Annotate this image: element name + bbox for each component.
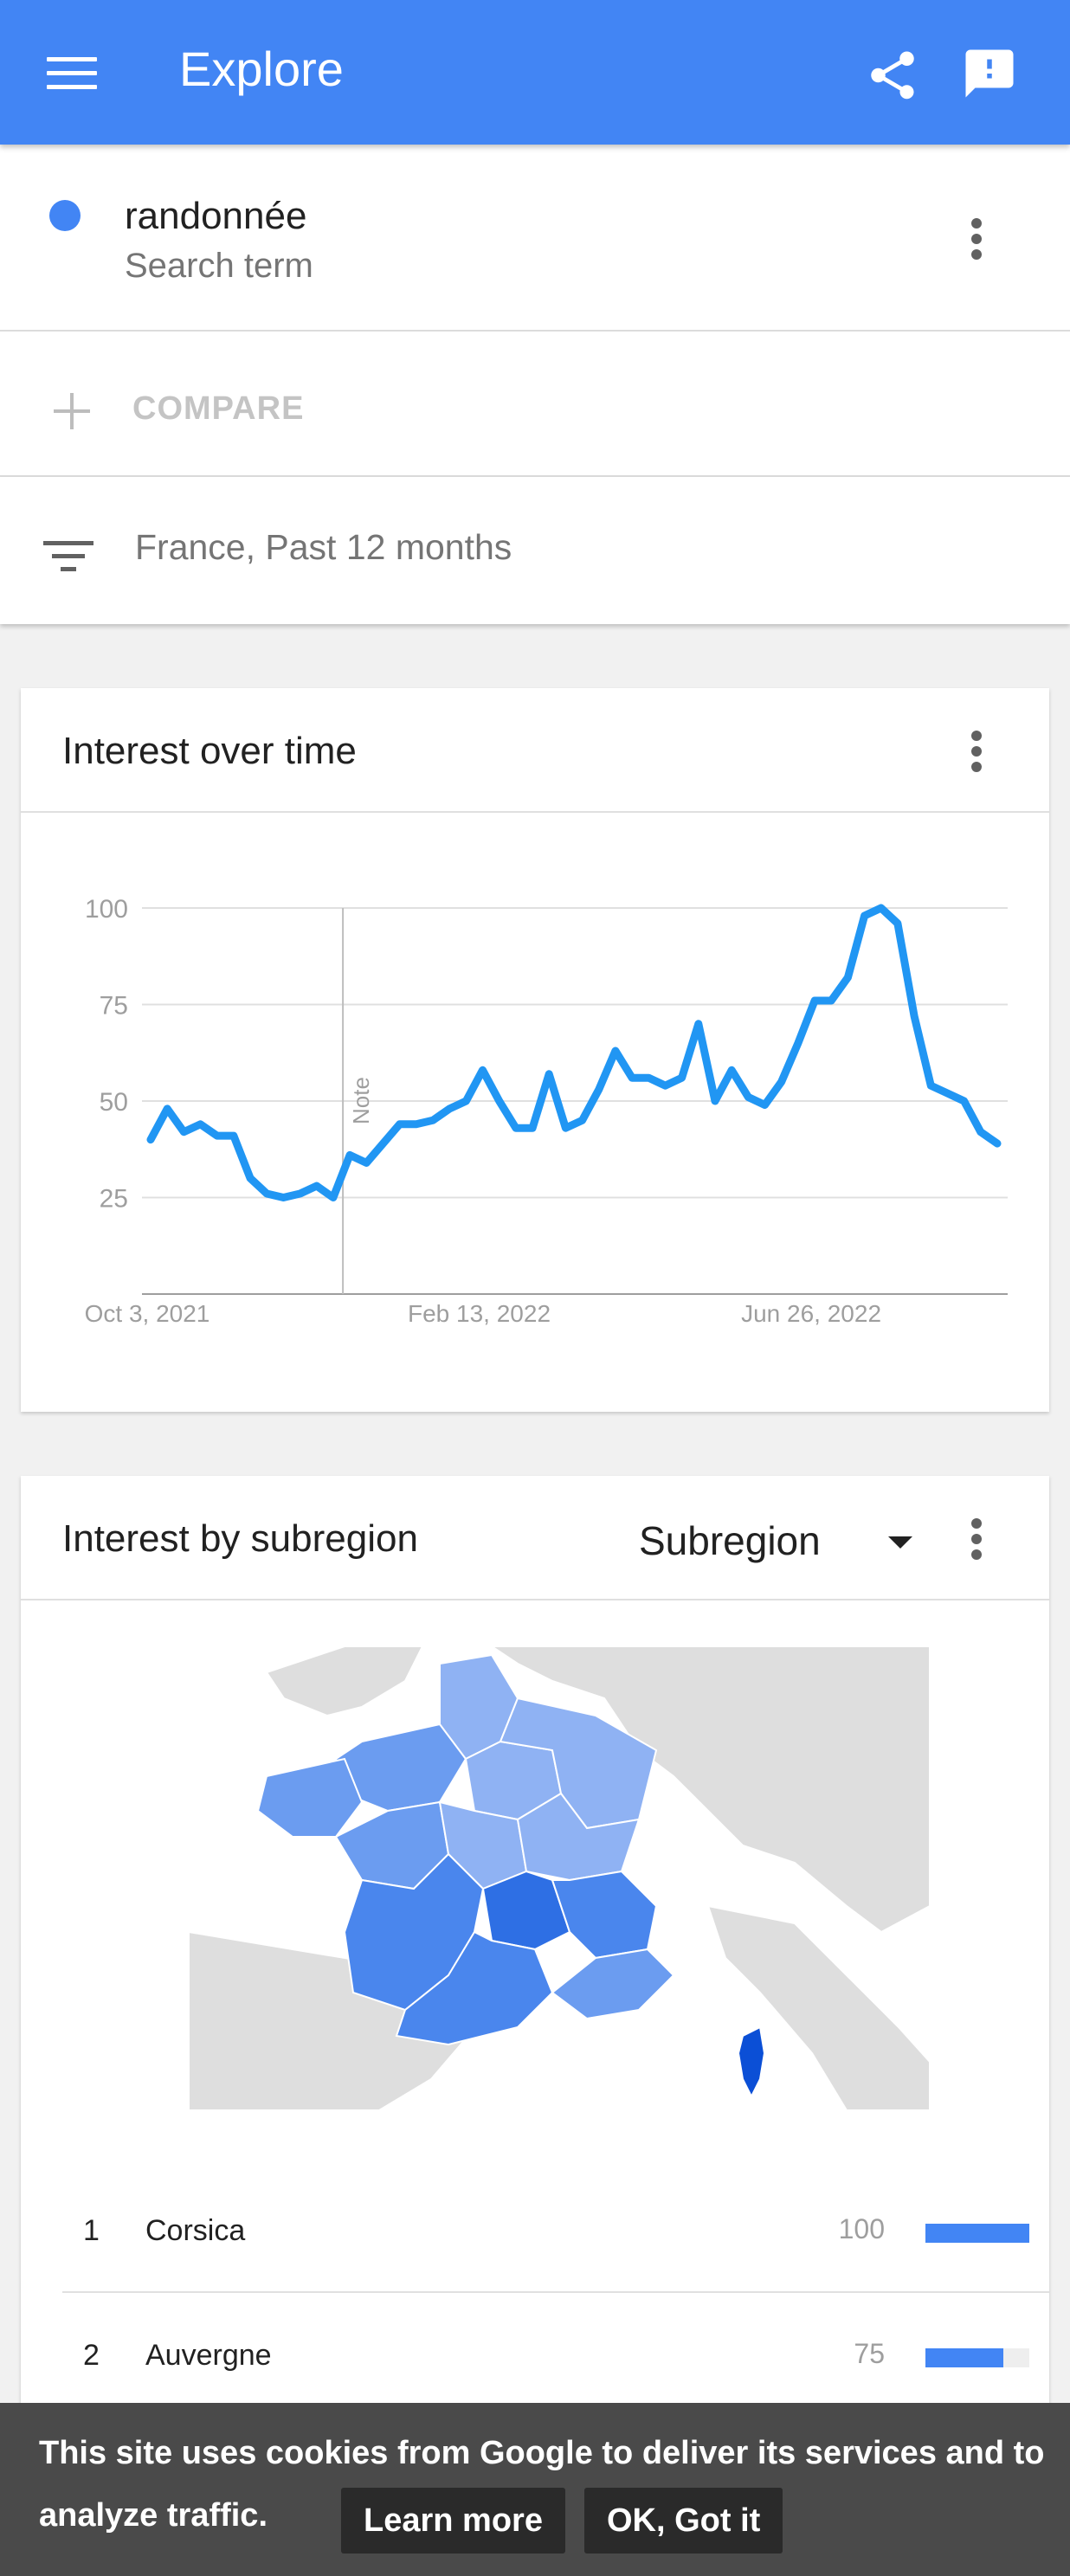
region-burgundy[interactable] <box>516 1792 641 1882</box>
y-tick-label: 100 <box>85 895 128 924</box>
ok-got-it-button[interactable]: OK, Got it <box>584 2488 783 2553</box>
region-name: Corsica <box>145 2214 246 2247</box>
search-term-type: Search term <box>125 247 313 285</box>
filter-bar[interactable]: France, Past 12 months <box>0 477 1070 624</box>
region-rhone-alpes[interactable] <box>551 1870 658 1960</box>
filter-icon <box>43 534 93 572</box>
compare-button[interactable]: COMPARE <box>0 332 1070 477</box>
search-term-panel: randonnée Search term <box>0 145 1070 332</box>
learn-more-button[interactable]: Learn more <box>341 2488 565 2553</box>
share-icon[interactable] <box>864 45 921 106</box>
list-item[interactable]: 2 Auvergne 75 <box>62 2293 1049 2418</box>
y-tick-label: 25 <box>100 1185 128 1214</box>
map-svg <box>189 1646 930 2110</box>
region-corsica[interactable] <box>737 2025 766 2099</box>
interest-by-subregion-card: Interest by subregion Subregion <box>21 1476 1049 2576</box>
note-label: Note <box>348 1077 374 1124</box>
value-bar <box>925 2348 1029 2367</box>
page-title: Explore <box>179 42 344 96</box>
rank: 2 <box>83 2339 100 2372</box>
x-tick-label: Oct 3, 2021 <box>85 1300 210 1327</box>
compare-label: COMPARE <box>132 390 305 427</box>
cookie-banner: This site uses cookies from Google to de… <box>0 2403 1070 2576</box>
region-value: 100 <box>838 2213 885 2244</box>
more-options-icon[interactable] <box>959 721 994 782</box>
france-map[interactable] <box>189 1646 930 2110</box>
line-chart: 25 50 75 100 Note Oct 3, 2021 Feb 13, 2022 Jun … <box>21 813 1049 1412</box>
list-item[interactable]: 1 Corsica 100 <box>62 2168 1049 2293</box>
feedback-icon[interactable] <box>959 45 1020 102</box>
chart-svg: 25 50 75 100 Note Oct 3, 2021 Feb 13, 2022 Jun … <box>85 895 1008 1327</box>
value-bar-fill <box>925 2224 1029 2243</box>
app-bar: Explore <box>0 0 1070 145</box>
y-tick-label: 75 <box>100 992 128 1021</box>
neighbor-northeast <box>490 1646 930 1934</box>
region-value: 75 <box>854 2338 885 2369</box>
rank: 1 <box>83 2214 100 2247</box>
neighbor-italy <box>706 1904 930 2110</box>
region-occitanie[interactable] <box>395 1930 554 2046</box>
x-tick-label: Jun 26, 2022 <box>741 1300 881 1327</box>
search-term-name[interactable]: randonnée <box>125 195 307 237</box>
neighbor-uk <box>265 1646 424 1717</box>
region-provence[interactable] <box>551 1948 675 2020</box>
y-tick-label: 50 <box>100 1088 128 1117</box>
more-options-icon[interactable] <box>959 1509 994 1569</box>
region-name: Auvergne <box>145 2339 272 2372</box>
dropdown-arrow-icon <box>888 1536 912 1549</box>
cookie-message: This site uses cookies from Google to de… <box>39 2435 1045 2534</box>
series-line <box>146 904 1002 1201</box>
filter-label: France, Past 12 months <box>135 527 512 567</box>
menu-icon[interactable] <box>47 57 97 90</box>
value-bar-fill <box>925 2348 1003 2367</box>
card-header: Interest over time <box>21 688 1049 813</box>
series-color-dot <box>49 200 81 231</box>
add-icon <box>54 393 90 429</box>
card-title: Interest over time <box>62 730 357 772</box>
more-options-icon[interactable] <box>959 209 994 269</box>
interest-over-time-card: Interest over time 25 50 75 100 Note Oct 3, 2… <box>21 688 1049 1412</box>
card-title: Interest by subregion <box>62 1517 418 1560</box>
x-tick-label: Feb 13, 2022 <box>408 1300 551 1327</box>
value-bar <box>925 2224 1029 2243</box>
card-header: Interest by subregion Subregion <box>21 1476 1049 1600</box>
dropdown-label: Subregion <box>639 1518 821 1563</box>
